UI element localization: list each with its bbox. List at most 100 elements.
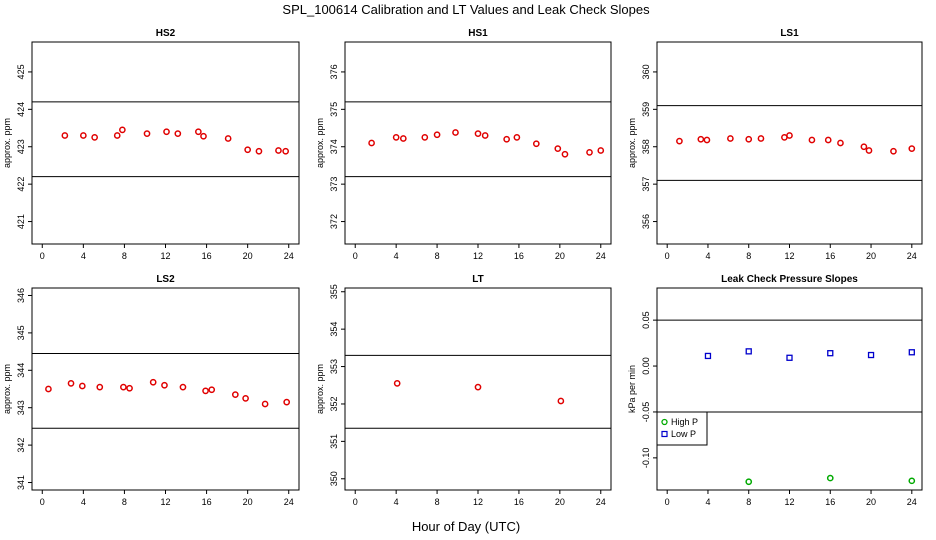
y-tick-label: 423: [16, 139, 26, 154]
data-point: [908, 477, 916, 485]
x-tick-label: 8: [122, 497, 127, 507]
data-point: [392, 134, 400, 141]
data-point: [143, 130, 151, 137]
x-tick-label: 20: [555, 497, 565, 507]
y-tick-label: 372: [329, 214, 339, 229]
data-point: [120, 383, 127, 391]
data-point: [561, 150, 569, 158]
x-tick-label: 0: [353, 251, 358, 261]
data-point: [78, 382, 86, 390]
x-tick-label: 4: [81, 497, 86, 507]
y-tick-label: 352: [329, 396, 339, 411]
x-tick-label: 0: [665, 497, 670, 507]
data-point: [586, 149, 593, 156]
data-point: [908, 145, 916, 152]
x-tick-label: 24: [284, 251, 294, 261]
x-tick-label: 12: [784, 497, 794, 507]
data-point: [91, 134, 98, 141]
data-point: [179, 383, 187, 391]
x-tick-label: 24: [907, 497, 917, 507]
legend-marker: [661, 430, 668, 438]
data-point: [433, 131, 441, 139]
x-tick-label: 16: [825, 497, 835, 507]
data-point: [113, 132, 121, 139]
panel-title: LT: [472, 274, 483, 285]
panel-title: HS1: [468, 28, 488, 39]
y-axis-label: approx. ppm: [315, 118, 325, 168]
data-point: [202, 387, 209, 395]
y-tick-label: -0.05: [641, 402, 651, 423]
data-point: [224, 135, 232, 142]
data-point: [67, 380, 75, 387]
y-tick-label: 425: [16, 64, 26, 79]
y-tick-label: 360: [641, 64, 651, 79]
plot-frame: [656, 287, 923, 491]
panel-title: LS2: [156, 274, 175, 285]
x-tick-label: 4: [394, 497, 399, 507]
y-tick-label: 356: [641, 214, 651, 229]
y-tick-label: 344: [16, 363, 26, 378]
y-tick-label: 355: [329, 284, 339, 299]
x-tick-label: 20: [243, 251, 253, 261]
legend: High P Low P: [656, 411, 708, 446]
data-point: [79, 132, 87, 139]
y-axis-label: kPa per min: [627, 365, 637, 413]
data-point: [163, 128, 170, 136]
data-point: [149, 378, 157, 386]
legend-label: High P: [671, 417, 698, 427]
panel-ls2: LS2 approx. ppm 0 4 8 12 16 20 24 341 342 343 344 345…: [2, 274, 300, 507]
panel-hs2: HS2 approx. ppm 0 4 8 12 16 20 24 421 422 423 424 425: [2, 28, 300, 261]
data-point: [557, 397, 565, 405]
y-tick-label: 373: [329, 177, 339, 192]
y-tick-label: 376: [329, 64, 339, 79]
data-point: [283, 398, 291, 406]
x-tick-label: 24: [596, 251, 606, 261]
data-point: [474, 130, 482, 137]
y-tick-label: 341: [16, 475, 26, 490]
data-point: [837, 139, 844, 147]
data-point: [786, 132, 793, 139]
y-axis-label: approx. ppm: [2, 118, 12, 168]
x-tick-label: 8: [746, 497, 751, 507]
x-tick-label: 24: [596, 497, 606, 507]
x-tick-label: 12: [160, 251, 170, 261]
y-tick-label: 358: [641, 139, 651, 154]
data-point: [860, 143, 868, 151]
data-point: [786, 354, 793, 361]
x-tick-label: 12: [160, 497, 170, 507]
x-tick-label: 0: [353, 497, 358, 507]
data-point: [503, 135, 510, 143]
data-point: [242, 395, 249, 402]
y-tick-label: 374: [329, 139, 339, 154]
x-tick-label: 4: [394, 251, 399, 261]
x-tick-label: 12: [784, 251, 794, 261]
legend-marker: [661, 418, 668, 426]
data-point: [200, 132, 207, 140]
data-point: [421, 134, 429, 141]
panel-title: Leak Check Pressure Slopes: [721, 274, 858, 285]
x-tick-label: 8: [435, 251, 440, 261]
figure-title: SPL_100614 Calibration and LT Values and…: [282, 2, 650, 17]
data-point: [161, 381, 168, 389]
panel-ls1: LS1 approx. ppm 0 4 8 12 16 20 24 356 357 358 359 360: [627, 28, 923, 261]
x-tick-label: 4: [705, 497, 710, 507]
y-tick-label: 0.05: [641, 311, 651, 329]
data-point: [727, 135, 734, 142]
data-point: [908, 349, 915, 356]
data-point: [208, 386, 216, 394]
x-tick-label: 0: [665, 251, 670, 261]
data-point: [865, 147, 873, 154]
data-point: [474, 383, 482, 391]
x-tick-label: 24: [284, 497, 294, 507]
y-tick-label: 421: [16, 214, 26, 229]
y-tick-label: 422: [16, 177, 26, 192]
x-tick-label: 4: [81, 251, 86, 261]
data-point: [452, 129, 459, 136]
data-point: [393, 380, 401, 387]
y-tick-label: 359: [641, 102, 651, 117]
panel-lt: LT approx. ppm 0 4 8 12 16 20 24 350 351 352 353 354 3…: [315, 274, 612, 507]
y-tick-label: 375: [329, 102, 339, 117]
x-tick-label: 24: [907, 251, 917, 261]
data-point: [676, 137, 683, 145]
